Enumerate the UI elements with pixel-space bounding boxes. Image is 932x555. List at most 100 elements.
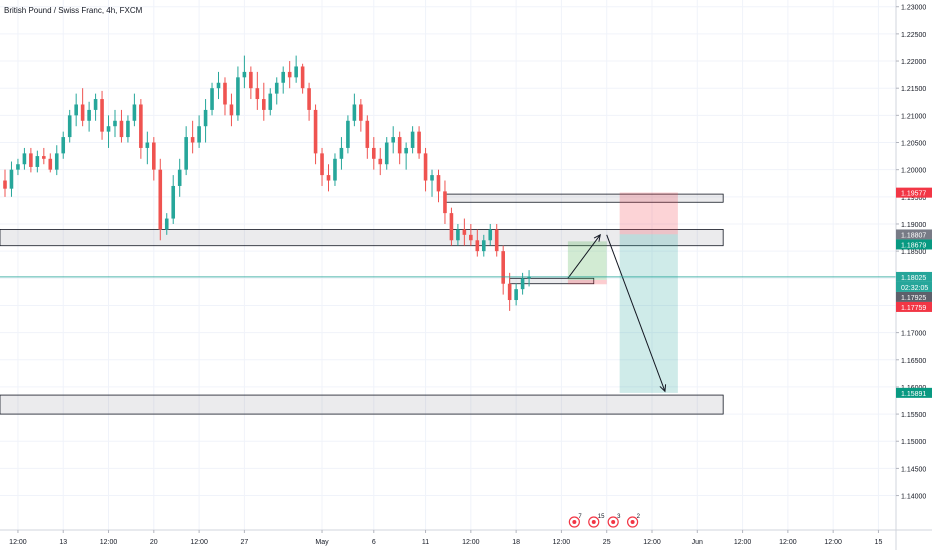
candle[interactable] — [443, 191, 447, 214]
candle[interactable] — [67, 115, 72, 138]
resistance-zone-main[interactable] — [0, 229, 724, 247]
candle[interactable] — [100, 99, 104, 132]
economic-event-marker[interactable]: 7 — [568, 514, 582, 528]
candle[interactable] — [177, 169, 182, 186]
candle[interactable] — [184, 137, 188, 170]
candle[interactable] — [488, 229, 493, 241]
candle[interactable] — [80, 104, 85, 121]
candle[interactable] — [229, 104, 234, 116]
candle[interactable] — [384, 142, 389, 165]
candle[interactable] — [268, 93, 273, 110]
candle[interactable] — [54, 153, 59, 170]
candle[interactable] — [326, 175, 331, 181]
candle[interactable] — [106, 126, 111, 132]
candle[interactable] — [197, 126, 201, 143]
short-position-profit[interactable] — [619, 234, 678, 393]
candle[interactable] — [190, 137, 195, 143]
candle[interactable] — [507, 283, 512, 301]
candle[interactable] — [3, 180, 7, 189]
candle[interactable] — [339, 147, 344, 159]
candle[interactable] — [126, 120, 130, 138]
candle[interactable] — [210, 88, 214, 110]
long-position-profit[interactable] — [567, 241, 607, 280]
candle[interactable] — [333, 158, 337, 181]
candle[interactable] — [249, 71, 253, 89]
candle[interactable] — [281, 71, 286, 83]
candle[interactable] — [287, 71, 292, 78]
long-position-loss[interactable] — [567, 279, 607, 285]
candle[interactable] — [436, 175, 441, 192]
candle[interactable] — [494, 229, 499, 252]
candle[interactable] — [216, 82, 221, 89]
candle[interactable] — [313, 109, 318, 154]
candle[interactable] — [35, 156, 40, 167]
economic-event-marker[interactable]: 3 — [607, 514, 621, 528]
candle[interactable] — [139, 104, 143, 148]
event-markers[interactable]: 7 15 3 2 — [568, 514, 641, 528]
economic-event-marker[interactable]: 15 — [588, 514, 605, 528]
candle[interactable] — [203, 109, 208, 127]
candle[interactable] — [61, 137, 66, 154]
candle[interactable] — [48, 158, 53, 170]
candle[interactable] — [294, 66, 298, 78]
candle[interactable] — [391, 137, 395, 143]
candle[interactable] — [456, 229, 460, 241]
time-axis[interactable]: 12:00 13 12:00 20 12:00 27 May 6 11 12:00 18 12:00 2… — [9, 530, 882, 546]
candle[interactable] — [274, 82, 279, 94]
candle[interactable] — [152, 142, 156, 170]
candle[interactable] — [132, 104, 137, 121]
candle[interactable] — [171, 185, 176, 219]
candle[interactable] — [404, 147, 408, 154]
trend-arrow[interactable] — [606, 234, 666, 392]
candle[interactable] — [145, 142, 150, 148]
candle[interactable] — [119, 120, 124, 138]
candle[interactable] — [481, 240, 486, 252]
candle[interactable] — [469, 234, 473, 241]
candle[interactable] — [352, 104, 357, 121]
candle[interactable] — [410, 131, 415, 148]
resistance-zone-upper[interactable] — [444, 193, 724, 203]
support-zone-lower[interactable] — [0, 394, 724, 415]
candle[interactable] — [501, 251, 505, 284]
candle[interactable] — [417, 131, 421, 154]
candle[interactable] — [223, 82, 227, 105]
candle[interactable] — [42, 156, 46, 159]
candle[interactable] — [74, 104, 78, 116]
candle[interactable] — [449, 213, 454, 241]
candle[interactable] — [365, 120, 370, 148]
candle[interactable] — [307, 88, 311, 110]
candle[interactable] — [520, 278, 525, 290]
candle[interactable] — [164, 218, 169, 230]
candle[interactable] — [242, 71, 247, 78]
candle[interactable] — [359, 104, 363, 121]
candle[interactable] — [346, 120, 350, 148]
long-stop-label-text: 1.17759 — [901, 305, 926, 312]
candle[interactable] — [158, 169, 163, 230]
economic-event-marker[interactable]: 2 — [626, 514, 641, 528]
candle[interactable] — [300, 66, 305, 89]
candle[interactable] — [236, 77, 240, 116]
candle[interactable] — [320, 153, 324, 176]
candle[interactable] — [93, 99, 98, 110]
event-count: 2 — [637, 514, 641, 520]
candle[interactable] — [430, 175, 434, 181]
candle[interactable] — [113, 120, 117, 127]
candle[interactable] — [527, 276, 531, 279]
candle[interactable] — [87, 109, 91, 121]
candle[interactable] — [397, 137, 402, 154]
candle[interactable] — [462, 229, 467, 235]
candle[interactable] — [22, 153, 27, 165]
candle[interactable] — [371, 147, 376, 159]
trend-arrow[interactable] — [567, 234, 601, 279]
candle[interactable] — [255, 88, 260, 100]
candle[interactable] — [262, 99, 266, 110]
candle[interactable] — [9, 169, 14, 189]
candle[interactable] — [423, 153, 428, 181]
candle[interactable] — [29, 153, 33, 167]
candle[interactable] — [16, 164, 20, 170]
candle[interactable] — [378, 158, 383, 165]
candle[interactable] — [475, 240, 480, 252]
short-position-loss[interactable] — [619, 192, 678, 235]
candle[interactable] — [514, 289, 518, 301]
